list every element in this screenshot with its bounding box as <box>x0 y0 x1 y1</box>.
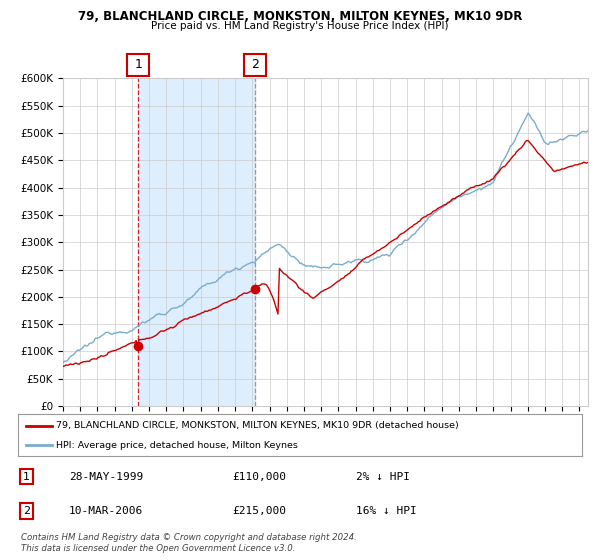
Text: 79, BLANCHLAND CIRCLE, MONKSTON, MILTON KEYNES, MK10 9DR (detached house): 79, BLANCHLAND CIRCLE, MONKSTON, MILTON … <box>56 421 459 430</box>
Text: 2: 2 <box>251 58 259 72</box>
Text: £110,000: £110,000 <box>232 472 286 482</box>
Text: 2% ↓ HPI: 2% ↓ HPI <box>356 472 410 482</box>
Text: £215,000: £215,000 <box>232 506 286 516</box>
Text: HPI: Average price, detached house, Milton Keynes: HPI: Average price, detached house, Milt… <box>56 441 298 450</box>
Text: 1: 1 <box>134 58 142 72</box>
Text: 16% ↓ HPI: 16% ↓ HPI <box>356 506 417 516</box>
Bar <box>138 78 255 406</box>
Text: 10-MAR-2006: 10-MAR-2006 <box>69 506 143 516</box>
Text: Price paid vs. HM Land Registry's House Price Index (HPI): Price paid vs. HM Land Registry's House … <box>151 21 449 31</box>
Text: Contains HM Land Registry data © Crown copyright and database right 2024.
This d: Contains HM Land Registry data © Crown c… <box>21 533 357 553</box>
Text: 79, BLANCHLAND CIRCLE, MONKSTON, MILTON KEYNES, MK10 9DR: 79, BLANCHLAND CIRCLE, MONKSTON, MILTON … <box>78 10 522 23</box>
Text: 2: 2 <box>23 506 30 516</box>
Text: 28-MAY-1999: 28-MAY-1999 <box>69 472 143 482</box>
Text: 1: 1 <box>23 472 30 482</box>
